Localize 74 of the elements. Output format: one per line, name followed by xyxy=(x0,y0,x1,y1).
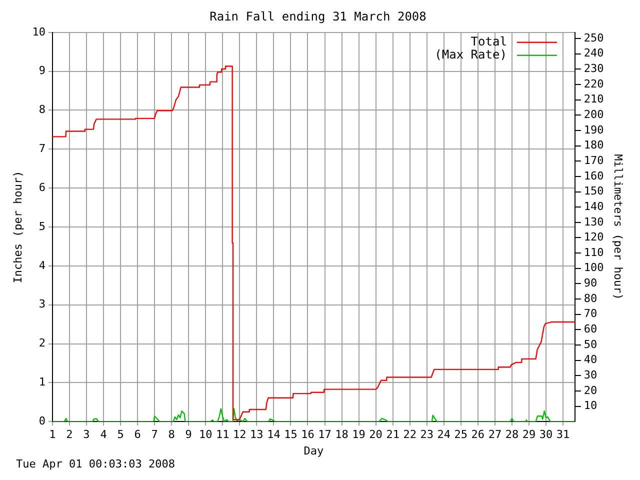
x-tick-label: 17 xyxy=(318,428,332,442)
x-tick-label: 6 xyxy=(134,428,141,442)
x-tick-label: 22 xyxy=(403,428,416,442)
x-tick-label: 5 xyxy=(117,428,124,442)
y2-tick-label: 60 xyxy=(584,322,598,336)
x-tick-label: 25 xyxy=(454,428,468,442)
y2-tick-label: 90 xyxy=(584,276,598,290)
y2-tick-label: 180 xyxy=(584,138,604,152)
x-tick-label: 2 xyxy=(66,428,73,442)
x-tick-label: 26 xyxy=(471,428,485,442)
x-tick-label: 12 xyxy=(233,428,246,442)
y2-tick-label: 70 xyxy=(584,307,598,320)
x-tick-label: 24 xyxy=(437,428,451,442)
y2-tick-label: 230 xyxy=(584,62,604,76)
legend-label: Total xyxy=(470,34,507,49)
x-tick-label: 11 xyxy=(216,428,230,442)
y2-tick-label: 140 xyxy=(584,200,604,213)
x-tick-label: 30 xyxy=(539,428,553,442)
y-tick-label: 5 xyxy=(38,220,46,233)
y-tick-label: 8 xyxy=(38,103,46,116)
x-tick-label: 7 xyxy=(151,428,158,442)
y-axis-title: Inches (per hour) xyxy=(11,170,24,284)
y-tick-label: 1 xyxy=(38,376,46,389)
chart-title: Rain Fall ending 31 March 2008 xyxy=(210,9,426,24)
x-tick-label: 8 xyxy=(168,428,175,442)
x-tick-label: 31 xyxy=(556,428,570,442)
x-tick-label: 21 xyxy=(386,428,400,442)
y2-tick-label: 220 xyxy=(584,77,604,90)
y2-tick-label: 160 xyxy=(584,169,604,182)
y2-tick-label: 210 xyxy=(584,92,604,106)
x-tick-label: 9 xyxy=(185,428,192,442)
x-tick-label: 16 xyxy=(301,428,314,442)
y2-tick-label: 170 xyxy=(584,154,604,167)
legend-label: (Max Rate) xyxy=(434,48,507,62)
y-tick-label: 0 xyxy=(38,414,46,428)
x-tick-label: 28 xyxy=(505,428,519,442)
y2-tick-label: 190 xyxy=(584,123,604,136)
y2-tick-label: 100 xyxy=(584,261,604,274)
y2-tick-label: 20 xyxy=(584,384,598,397)
y2-axis-title: Millimeters (per hour) xyxy=(612,154,625,300)
y2-tick-label: 110 xyxy=(584,246,604,259)
x-tick-label: 1 xyxy=(49,428,56,442)
x-tick-label: 4 xyxy=(100,428,108,442)
y2-tick-label: 250 xyxy=(584,31,604,44)
y2-tick-label: 150 xyxy=(584,184,604,198)
x-tick-label: 23 xyxy=(420,428,434,442)
text: Tue Apr 01 00:03:03 2008 xyxy=(16,457,175,470)
y2-tick-label: 10 xyxy=(584,399,598,412)
x-axis-title: Day xyxy=(304,444,324,458)
x-tick-label: 14 xyxy=(267,428,281,442)
y2-tick-label: 50 xyxy=(584,338,598,351)
y-tick-label: 2 xyxy=(38,336,46,350)
y2-tick-label: 130 xyxy=(584,215,604,228)
y-tick-label: 10 xyxy=(32,25,46,38)
x-tick-label: 27 xyxy=(488,428,502,442)
y2-tick-label: 40 xyxy=(584,353,598,366)
y2-tick-label: 240 xyxy=(584,46,604,60)
x-tick-label: 15 xyxy=(284,428,298,442)
y-tick-label: 6 xyxy=(38,180,46,194)
y2-tick-label: 30 xyxy=(584,368,598,382)
y-tick-label: 7 xyxy=(38,142,46,156)
x-tick-label: 18 xyxy=(335,428,348,442)
y-tick-label: 4 xyxy=(38,258,46,272)
x-tick-label: 13 xyxy=(250,428,264,442)
x-tick-label: 20 xyxy=(369,428,382,442)
x-tick-label: 19 xyxy=(352,428,366,442)
y-tick-label: 3 xyxy=(38,298,46,311)
x-tick-label: 3 xyxy=(83,428,90,442)
y2-tick-label: 80 xyxy=(584,292,598,305)
y2-tick-label: 200 xyxy=(584,108,604,122)
y2-tick-label: 120 xyxy=(584,230,604,244)
x-tick-label: 29 xyxy=(522,428,536,442)
x-tick-label: 10 xyxy=(198,428,212,442)
y-tick-label: 9 xyxy=(38,64,46,78)
